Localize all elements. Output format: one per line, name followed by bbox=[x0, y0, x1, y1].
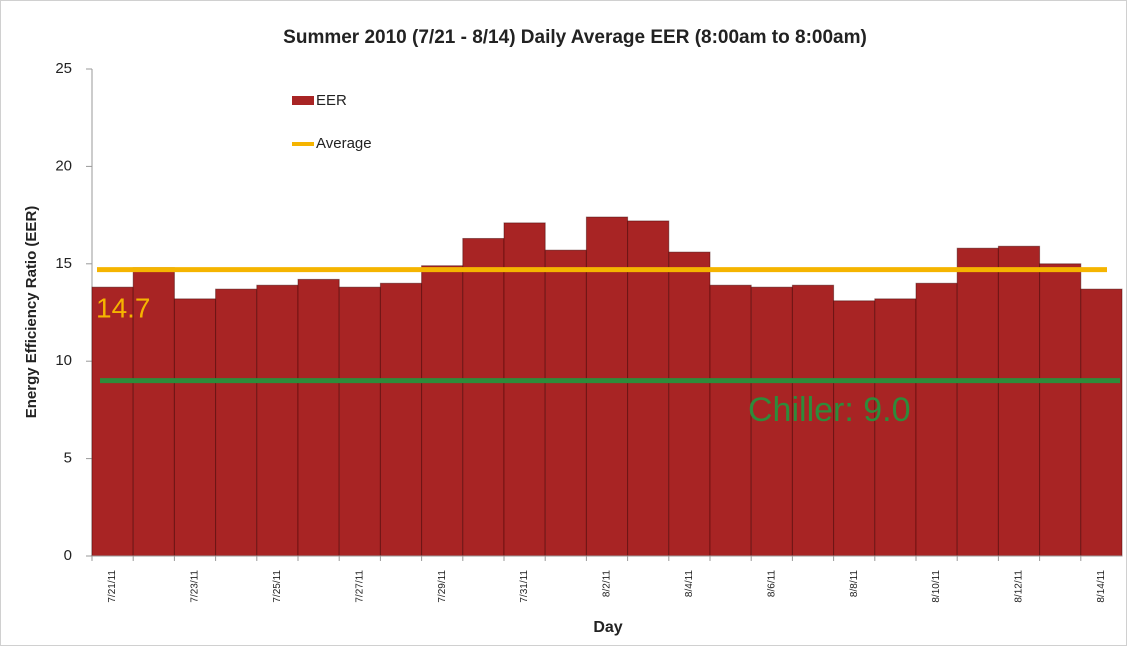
legend-label: Average bbox=[316, 135, 372, 152]
bar bbox=[173, 298, 217, 557]
x-tick-label: 8/14/11 bbox=[1096, 570, 1107, 603]
x-tick-label: 8/2/11 bbox=[602, 570, 613, 597]
x-axis-label: Day bbox=[593, 619, 622, 636]
chart-title: Summer 2010 (7/21 - 8/14) Daily Average … bbox=[283, 27, 867, 48]
x-tick-label: 7/23/11 bbox=[190, 570, 201, 603]
bar bbox=[462, 237, 505, 557]
y-tick-label: 0 bbox=[64, 547, 72, 564]
x-tick-label: 8/12/11 bbox=[1014, 570, 1025, 603]
bar bbox=[338, 286, 381, 557]
reference-label: Chiller: 9.0 bbox=[748, 391, 911, 429]
x-tick-label: 8/6/11 bbox=[766, 570, 777, 597]
bar bbox=[915, 282, 958, 557]
x-tick-label: 8/4/11 bbox=[684, 570, 695, 597]
x-tick-label: 7/21/11 bbox=[107, 570, 118, 603]
bar bbox=[791, 284, 835, 557]
bar bbox=[750, 286, 793, 557]
bar bbox=[544, 249, 587, 557]
bar bbox=[215, 288, 258, 557]
bar bbox=[421, 265, 464, 557]
bar bbox=[256, 284, 299, 557]
bar bbox=[503, 222, 546, 557]
bar bbox=[585, 216, 629, 557]
bar bbox=[91, 286, 134, 557]
bar bbox=[627, 220, 670, 557]
x-tick-label: 7/29/11 bbox=[437, 570, 448, 603]
x-tick-label: 8/8/11 bbox=[849, 570, 860, 597]
bar bbox=[379, 282, 423, 557]
y-tick-label: 5 bbox=[64, 450, 72, 467]
y-axis-label: Energy Efficiency Ratio (EER) bbox=[23, 206, 40, 419]
bar bbox=[956, 247, 999, 557]
y-tick-label: 20 bbox=[55, 157, 72, 174]
bar bbox=[668, 251, 711, 557]
reference-label: 14.7 bbox=[96, 292, 151, 323]
legend-swatch bbox=[292, 96, 314, 105]
y-tick-label: 10 bbox=[55, 352, 72, 369]
bar bbox=[1080, 288, 1123, 557]
bar bbox=[997, 245, 1041, 557]
x-tick-label: 8/10/11 bbox=[931, 570, 942, 603]
x-tick-label: 7/31/11 bbox=[519, 570, 530, 603]
legend-label: EER bbox=[316, 92, 347, 109]
x-tick-label: 7/25/11 bbox=[272, 570, 283, 603]
bar bbox=[709, 284, 752, 557]
y-tick-label: 25 bbox=[55, 60, 72, 77]
bar bbox=[1039, 263, 1082, 557]
x-tick-label: 7/27/11 bbox=[354, 570, 365, 603]
y-tick-label: 15 bbox=[55, 255, 72, 272]
bar bbox=[297, 278, 340, 557]
